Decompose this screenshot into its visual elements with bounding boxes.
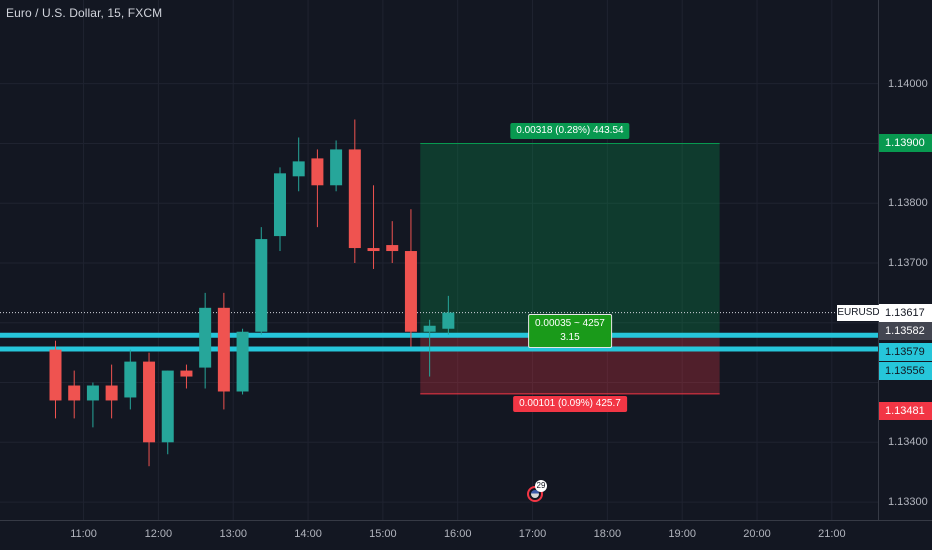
last-price-badge: 1.13617 <box>879 303 932 322</box>
time-tick-label: 12:00 <box>144 528 173 540</box>
candle <box>348 119 361 263</box>
candle-body <box>199 307 212 368</box>
time-tick-label: 17:00 <box>518 528 547 540</box>
target-price-badge: 1.13900 <box>879 134 932 153</box>
candle <box>199 292 212 389</box>
candle-body <box>105 385 118 401</box>
candle-body <box>124 361 137 398</box>
candle-body <box>386 245 399 252</box>
horizontal-lines <box>0 312 878 352</box>
candle-body <box>367 248 380 252</box>
profit-zone <box>420 143 720 334</box>
candle <box>386 221 399 263</box>
candle-body <box>348 149 361 249</box>
candle <box>161 370 174 455</box>
time-tick-label: 13:00 <box>219 528 247 540</box>
stop-loss-label[interactable]: 0.00101 (0.09%) 425.7 <box>513 395 627 412</box>
entry-price-badge: 1.13582 <box>879 321 932 340</box>
price-tick-label: 1.14000 <box>888 77 928 90</box>
time-tick-label: 19:00 <box>668 528 696 540</box>
candle-body <box>423 325 436 332</box>
time-tick-label: 14:00 <box>294 528 322 540</box>
candle-body <box>217 307 230 392</box>
position-summary-label[interactable]: 0.00035 ~ 4257 3.15 <box>528 313 612 348</box>
horizontal-line-badge-a: 1.13579 <box>879 343 932 362</box>
candle <box>49 340 62 419</box>
candle <box>124 349 137 410</box>
candle-body <box>86 385 99 401</box>
candle-body <box>442 312 455 329</box>
price-tick-label: 1.13400 <box>888 436 928 449</box>
candle-body <box>330 149 343 186</box>
price-tick-label: 1.13300 <box>888 496 928 509</box>
candle-body <box>404 251 417 332</box>
candle <box>105 364 118 419</box>
symbol-tag: EURUSD <box>837 304 880 321</box>
candle-body <box>180 370 193 377</box>
candle <box>273 167 286 252</box>
us-flag-icon <box>531 490 539 498</box>
price-tick-label: 1.13700 <box>888 256 928 269</box>
candle-body <box>311 158 324 186</box>
candle-body <box>49 349 62 401</box>
time-tick-label: 18:00 <box>593 528 622 540</box>
candle <box>143 352 156 467</box>
candle-body <box>236 331 249 392</box>
candle-body <box>292 161 305 177</box>
candle <box>236 328 249 395</box>
candle <box>442 295 455 335</box>
position-ratio-text: 0.00035 ~ 4257 <box>535 317 605 329</box>
time-axis-border <box>0 520 932 521</box>
candle <box>367 185 380 269</box>
candle <box>255 227 268 335</box>
time-tick-label: 21:00 <box>818 528 846 540</box>
candle <box>68 370 81 419</box>
candle <box>86 382 99 428</box>
candle <box>423 319 436 377</box>
candle-body <box>161 370 174 443</box>
time-tick-label: 20:00 <box>743 528 771 540</box>
candle-body <box>255 239 268 332</box>
horizontal-line-badge-b: 1.13556 <box>879 362 932 381</box>
chart-grid <box>0 0 878 520</box>
candles <box>49 119 455 467</box>
symbol-title: Euro / U.S. Dollar, 15, FXCM <box>6 6 163 20</box>
candle <box>330 140 343 192</box>
price-axis-border <box>878 0 879 520</box>
price-tick-label: 1.13800 <box>888 197 928 210</box>
candle <box>404 209 417 347</box>
position-zones <box>420 142 720 395</box>
candle <box>180 364 193 389</box>
time-tick-label: 16:00 <box>443 528 472 540</box>
candle <box>292 137 305 192</box>
candle <box>217 292 230 410</box>
candle-body <box>273 173 286 237</box>
candle-body <box>68 385 81 401</box>
profit-target-label[interactable]: 0.00318 (0.28%) 443.54 <box>510 123 630 140</box>
stop-price-badge: 1.13481 <box>879 401 932 420</box>
candle-body <box>143 361 156 443</box>
event-count-badge: 29 <box>535 480 547 492</box>
candle <box>311 149 324 228</box>
time-tick-label: 15:00 <box>369 528 397 540</box>
risk-reward-text: 3.15 <box>560 331 580 343</box>
time-tick-label: 11:00 <box>70 528 97 540</box>
